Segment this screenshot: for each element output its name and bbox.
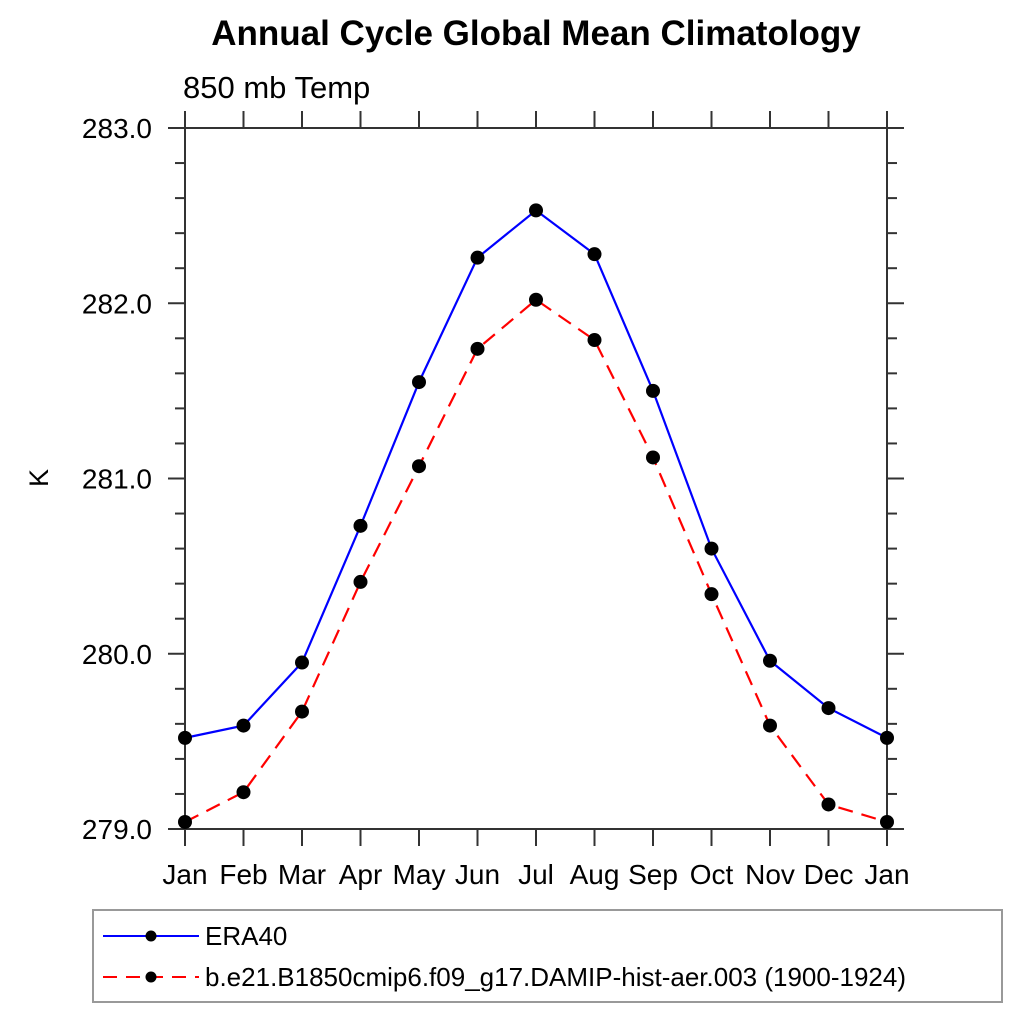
data-point-marker [763,718,777,733]
data-point-marker [295,704,309,719]
data-point-marker [236,785,251,800]
chart-subtitle: 850 mb Temp [183,70,370,105]
legend-item-era40: ERA40 [99,915,1001,956]
data-point-marker [412,459,426,474]
x-tick-label: Nov [745,859,795,890]
data-point-marker [880,730,894,745]
x-tick-label: May [393,859,446,890]
data-point-marker [587,247,602,262]
data-point-marker [880,814,894,829]
legend-item-model: b.e21.B1850cmip6.f09_g17.DAMIP-hist-aer.… [99,956,1001,997]
legend-marker-dot-icon [145,971,157,982]
data-point-marker [646,450,660,465]
x-tick-label: Jun [455,859,500,890]
data-point-marker [353,518,368,533]
y-tick-label: 283.0 [82,113,152,144]
data-point-marker [646,383,660,398]
data-point-marker [529,203,543,218]
x-tick-label: Jan [162,859,207,890]
x-tick-label: Jan [864,859,909,890]
legend-label-model: b.e21.B1850cmip6.f09_g17.DAMIP-hist-aer.… [205,961,906,992]
y-tick-label: 279.0 [82,814,152,845]
data-point-marker [704,587,719,602]
data-point-marker [295,655,309,670]
data-series-group [178,203,894,829]
data-point-marker [353,574,368,589]
legend-label-era40: ERA40 [205,920,288,951]
x-tick-label: Dec [804,859,854,890]
x-tick-label: Apr [339,859,383,890]
data-point-marker [412,375,426,390]
series-line-1 [184,298,888,824]
x-tick-label: Sep [628,859,678,890]
data-point-marker [587,333,602,348]
series-line-0 [184,208,888,739]
data-point-marker [763,653,777,668]
legend-line-sample-dashed [103,971,199,982]
data-point-marker [178,814,192,829]
data-point-marker [704,541,719,556]
plot-axes: 279.0 280.0 281.0 282.0 283.0 Jan Feb Mar Apr May… [82,111,910,890]
legend-marker-dot-icon [145,930,157,941]
data-point-marker [821,797,836,812]
x-tick-label: Aug [570,859,620,890]
x-tick-label: Oct [690,859,734,890]
data-point-marker [236,718,251,733]
y-axis-title: K [24,469,54,487]
x-tick-label: Mar [278,859,326,890]
data-point-marker [529,292,543,307]
x-tick-label: Jul [518,859,554,890]
y-tick-label: 282.0 [82,288,152,319]
legend-box: ERA40 b.e21.B1850cmip6.f09_g17.DAMIP-his… [92,909,1003,1003]
legend-line-sample-solid [103,930,199,941]
chart-title: Annual Cycle Global Mean Climatology [211,14,861,53]
data-point-marker [821,701,836,716]
data-point-marker [178,730,192,745]
y-tick-label: 281.0 [82,464,152,495]
data-point-marker [470,250,485,265]
plot-frame [184,127,888,830]
data-point-marker [470,341,485,356]
y-tick-label: 280.0 [82,639,152,670]
x-tick-label: Feb [219,859,267,890]
